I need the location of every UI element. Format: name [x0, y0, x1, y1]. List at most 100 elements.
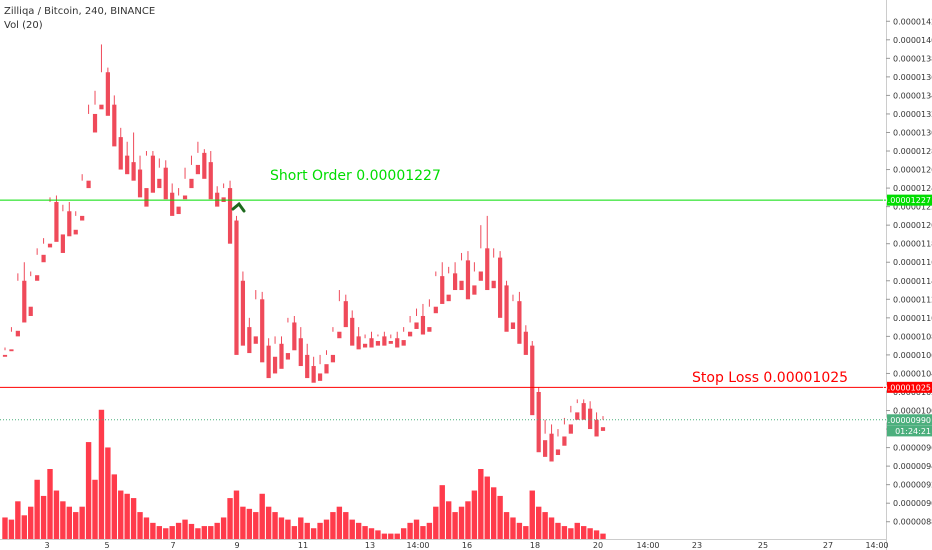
y-tick-label: 0.00001120 [893, 295, 932, 304]
candle-body [446, 294, 451, 302]
candle-body [401, 340, 406, 346]
volume-bar [407, 522, 413, 539]
volume-bar [246, 508, 253, 539]
volume-bar [240, 506, 246, 539]
price-tag [887, 414, 932, 426]
volume-bar [388, 533, 394, 539]
volume-bar [47, 469, 53, 539]
volume-bar [21, 515, 27, 539]
volume-bar [542, 512, 548, 539]
candle-body [575, 412, 580, 420]
candle-body [453, 273, 458, 291]
y-tick-label: 0.00001300 [893, 128, 932, 137]
volume-bar [150, 522, 156, 539]
candle-body [157, 178, 162, 189]
volume-bar [471, 490, 478, 539]
y-tick-label: 0.00001360 [893, 73, 932, 82]
volume-bar [2, 517, 8, 539]
volume-bar [66, 506, 72, 539]
y-tick-label: 0.00001160 [893, 258, 932, 267]
volume-bar [291, 526, 298, 539]
volume-bar [497, 495, 503, 539]
candle-body [562, 436, 567, 446]
volume-bar [330, 512, 336, 539]
x-tick-label: 20 [593, 541, 603, 550]
candle-body [375, 341, 381, 346]
volume-bar [368, 528, 375, 539]
volume-bar [433, 506, 439, 539]
candle-body [362, 343, 368, 348]
volume-bar [323, 519, 330, 539]
y-tick-label: 0.00001260 [893, 166, 932, 175]
candle-body [60, 234, 65, 253]
candle-body [568, 424, 573, 434]
volume-bar [265, 506, 272, 539]
candle-body [131, 162, 136, 181]
volume-bar [445, 501, 452, 539]
candle-body [41, 254, 46, 263]
volume-bar [98, 409, 105, 539]
candle-body [240, 280, 246, 346]
volume-bar [105, 447, 111, 539]
x-tick-label: 27 [823, 541, 833, 550]
price-tags: 0.00001227 0.00001025 0.00000990 01:24:21 [883, 194, 932, 437]
x-tick-label: 9 [234, 541, 239, 550]
volume-bar [195, 528, 201, 539]
volume-bar [259, 493, 265, 539]
candle-body [427, 327, 432, 332]
time-axis[interactable]: 3 5 7 9 11 13 14:00 16 18 20 14:00 23 25 27 14:00 [44, 541, 888, 550]
candle-body [80, 215, 85, 221]
candle-body [112, 104, 117, 147]
candle-body [279, 343, 284, 369]
x-tick-label: 16 [462, 541, 472, 550]
y-tick-label: 0.00001080 [893, 332, 932, 341]
price-axis[interactable]: 0.00001420 0.00001400 0.00001380 0.00001360… [886, 17, 932, 527]
volume-bar [169, 526, 175, 539]
candle-body [189, 178, 194, 189]
volume-bar [201, 526, 208, 539]
volume-bar [233, 490, 240, 539]
volume-bar [310, 528, 317, 539]
candle-body [350, 317, 355, 346]
y-tick-label: 0.00001060 [893, 351, 932, 360]
y-tick-label: 0.00001180 [893, 240, 932, 249]
candle-body [330, 354, 336, 363]
candle-body [86, 180, 91, 189]
x-tick-label: 3 [44, 541, 49, 550]
volume-bar [214, 522, 220, 539]
candle-body [498, 257, 503, 318]
candle-body [440, 276, 445, 304]
entry-arrow-icon [231, 201, 246, 213]
candle-body [285, 353, 291, 360]
candle-body [47, 243, 53, 248]
candle-body [600, 427, 606, 431]
volume-bar [208, 526, 214, 539]
volume-indicator-label[interactable]: Vol (20) [4, 20, 43, 31]
volume-bar [343, 512, 349, 539]
candle-body [317, 373, 323, 381]
volume-bars [2, 409, 606, 539]
y-tick-label: 0.00001420 [893, 17, 932, 26]
price-tag [887, 194, 932, 206]
volume-bar [227, 498, 233, 539]
volume-bar [458, 506, 465, 539]
y-tick-label: 0.00001000 [893, 407, 932, 416]
y-tick-label: 0.00001320 [893, 110, 932, 119]
volume-bar [304, 522, 310, 539]
volume-bar [34, 479, 40, 539]
candle-body [22, 280, 27, 323]
plot-area[interactable] [0, 0, 886, 539]
y-tick-label: 0.00001340 [893, 91, 932, 100]
volume-bar [8, 519, 15, 539]
y-tick-label: 0.00001040 [893, 369, 932, 378]
price-tag [887, 381, 932, 393]
price-tag-label: 0.00000990 [883, 416, 931, 425]
volume-bar [317, 522, 323, 539]
x-tick-label: 23 [692, 541, 702, 550]
candle-body [530, 345, 535, 416]
candle-body [92, 113, 98, 133]
volume-bar [278, 517, 285, 539]
volume-bar [548, 517, 555, 539]
volume-bar [381, 533, 388, 539]
